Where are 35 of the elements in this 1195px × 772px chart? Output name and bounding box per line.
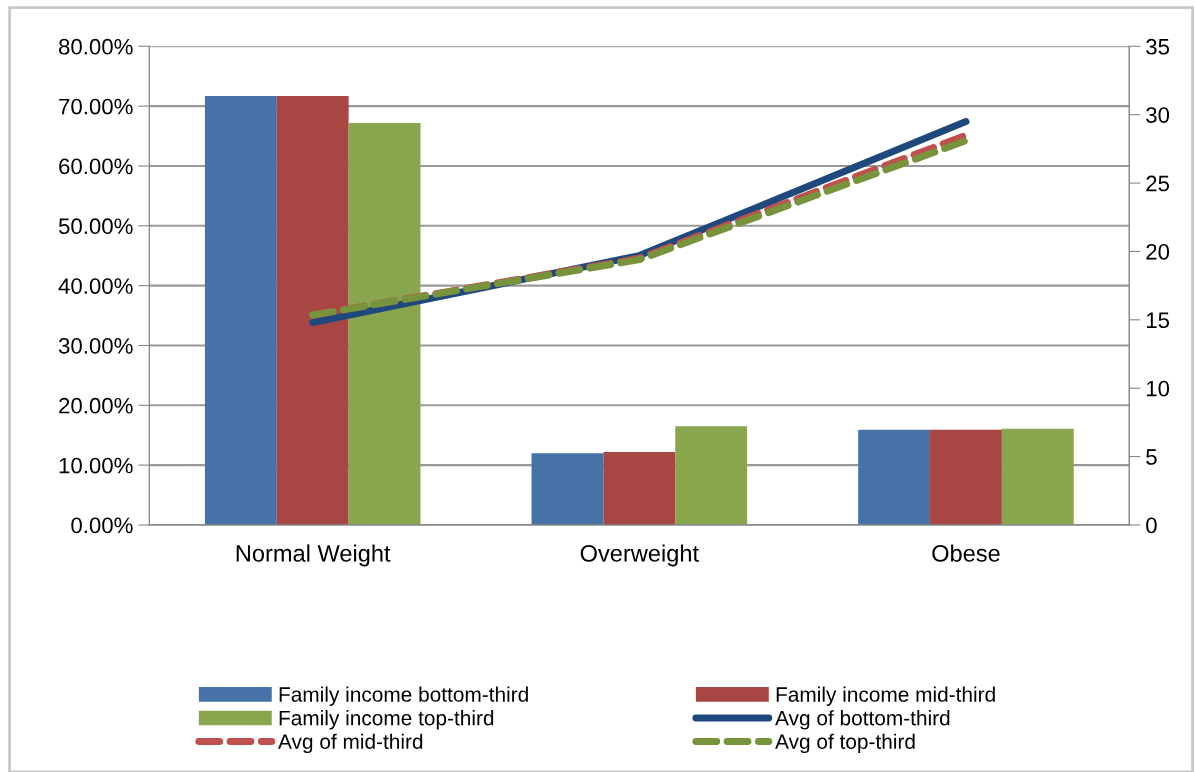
y2-tick-label: 35 bbox=[1146, 38, 1170, 55]
bar bbox=[603, 451, 676, 525]
y2-tick-label: 5 bbox=[1146, 449, 1157, 465]
legend-label: Family income top-third bbox=[279, 710, 494, 730]
bar bbox=[204, 95, 277, 525]
y2-tick-label: 0 bbox=[1146, 517, 1157, 534]
y2-tick-label: 15 bbox=[1146, 312, 1170, 329]
y-tick-label: 70.00% bbox=[59, 98, 133, 115]
x-tick-label: Overweight bbox=[580, 544, 699, 567]
y-tick-label: 10.00% bbox=[59, 457, 133, 474]
legend-label: Family income bottom-third bbox=[279, 686, 528, 706]
legend-label: Avg of bottom-third bbox=[775, 710, 950, 730]
legend-label: Family income mid-third bbox=[776, 686, 995, 706]
y-tick-label: 40.00% bbox=[58, 278, 133, 294]
y2-tick-label: 25 bbox=[1146, 175, 1170, 192]
bar bbox=[348, 122, 421, 525]
legend-label: Avg of mid-third bbox=[278, 733, 423, 754]
y2-tick-label: 20 bbox=[1146, 243, 1170, 260]
bar bbox=[1001, 428, 1074, 525]
y2-tick-label: 10 bbox=[1146, 380, 1170, 397]
x-tick-label: Normal Weight bbox=[236, 544, 391, 567]
bar bbox=[858, 429, 931, 525]
y-tick-label: 80.00% bbox=[59, 38, 133, 55]
y-tick-label: 50.00% bbox=[58, 218, 133, 235]
y-tick-label: 20.00% bbox=[59, 397, 133, 414]
y-tick-label: 60.00% bbox=[59, 158, 133, 175]
y-tick-label: 0.00% bbox=[71, 517, 133, 534]
bar bbox=[675, 426, 748, 525]
legend-label: Avg of top-third bbox=[775, 733, 915, 754]
bar bbox=[276, 95, 349, 525]
y-tick-label: 30.00% bbox=[58, 338, 133, 354]
bar bbox=[531, 453, 604, 525]
bar bbox=[930, 429, 1002, 525]
x-tick-label: Obese bbox=[932, 544, 1000, 562]
y2-tick-label: 30 bbox=[1146, 107, 1170, 123]
